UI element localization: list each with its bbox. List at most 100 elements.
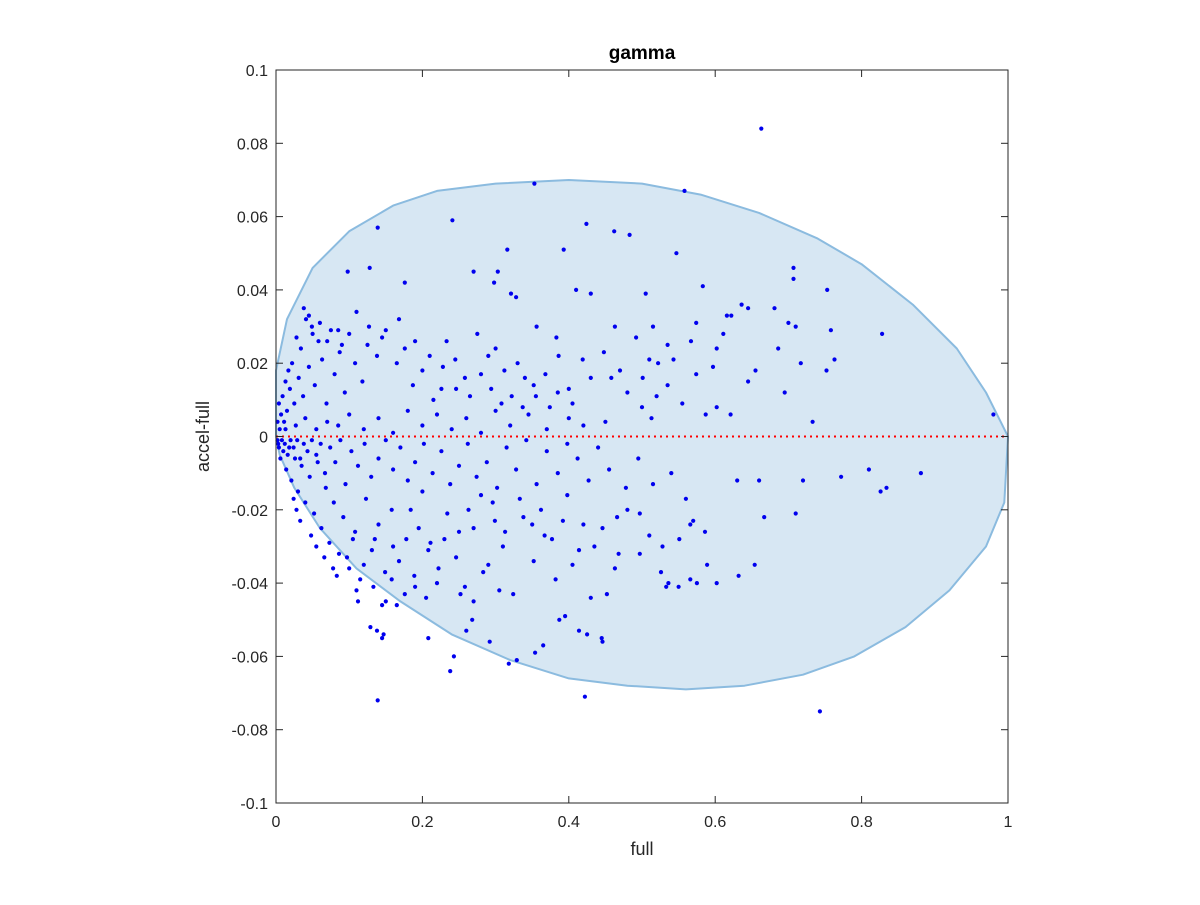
data-point (474, 474, 479, 479)
data-point (666, 581, 671, 586)
data-point (497, 588, 502, 593)
data-point (464, 628, 469, 633)
data-point (325, 419, 330, 424)
data-point (312, 511, 317, 516)
data-point (625, 390, 630, 395)
data-point (402, 346, 407, 351)
data-point (365, 342, 370, 347)
data-point (739, 302, 744, 307)
data-point (288, 438, 293, 443)
data-point (478, 430, 484, 435)
data-point (502, 368, 507, 373)
data-point (332, 372, 337, 377)
data-point (328, 445, 333, 450)
y-axis-label: accel-full (193, 401, 213, 472)
data-point (336, 551, 342, 556)
data-point (688, 577, 693, 582)
data-point (444, 339, 449, 344)
data-point (283, 379, 288, 384)
data-point (363, 496, 369, 501)
data-point (793, 324, 798, 329)
data-point (318, 441, 323, 446)
data-point (402, 592, 407, 597)
data-point (306, 364, 311, 369)
data-point (604, 592, 610, 597)
data-point (465, 441, 470, 446)
data-point (295, 489, 301, 494)
y-tick-label: -0.06 (232, 649, 269, 666)
data-point (492, 518, 497, 523)
data-point (369, 474, 374, 479)
data-point (810, 419, 815, 424)
data-point (383, 570, 388, 575)
data-point (402, 280, 407, 285)
data-point (514, 467, 519, 472)
data-point (475, 331, 480, 336)
data-point (374, 353, 380, 358)
data-point (299, 463, 304, 468)
data-point (440, 364, 445, 369)
chart-title: gamma (609, 43, 676, 64)
data-point (665, 383, 670, 388)
data-point (301, 394, 306, 399)
y-tick-label: 0.04 (237, 283, 268, 300)
data-point (506, 661, 511, 666)
data-point (466, 507, 471, 512)
data-point (434, 412, 440, 417)
data-point (325, 339, 330, 344)
data-point (616, 551, 621, 556)
data-point (581, 423, 586, 428)
data-point (617, 368, 623, 373)
data-point (601, 350, 607, 355)
data-point (729, 313, 734, 318)
data-point (575, 456, 580, 461)
data-point (282, 441, 287, 446)
data-point (322, 555, 327, 560)
data-point (338, 438, 343, 443)
data-point (380, 603, 385, 608)
data-point (499, 401, 504, 406)
data-point (880, 331, 885, 336)
data-point (991, 412, 996, 417)
data-point (700, 284, 705, 289)
data-point (349, 449, 354, 454)
data-point (456, 463, 462, 468)
data-point (714, 405, 719, 410)
data-point (309, 438, 314, 443)
data-point (420, 423, 425, 428)
data-point (710, 364, 716, 369)
data-point (555, 471, 560, 476)
data-point (389, 577, 394, 582)
data-point (636, 456, 641, 461)
data-point (298, 518, 303, 523)
data-point (489, 386, 494, 391)
data-point (347, 566, 352, 571)
data-point (694, 581, 700, 586)
data-point (625, 507, 630, 512)
data-point (383, 438, 388, 443)
data-point (391, 544, 396, 549)
data-point (511, 592, 516, 597)
data-point (554, 335, 559, 340)
data-point (416, 526, 421, 531)
data-point (303, 317, 309, 322)
data-point (493, 346, 498, 351)
data-point (309, 324, 314, 329)
data-point (643, 291, 648, 296)
data-point (361, 562, 366, 567)
data-point (314, 427, 319, 432)
data-point (505, 247, 510, 252)
data-point (296, 375, 301, 380)
data-point (639, 405, 645, 410)
x-axis-ticks: 0 0.2 0.4 0.6 0.8 1 (272, 70, 1013, 831)
data-point (367, 265, 372, 270)
data-point (283, 427, 288, 432)
data-point (825, 287, 830, 292)
data-point (291, 445, 296, 450)
data-point (279, 412, 284, 417)
data-point (671, 357, 676, 362)
data-point (324, 401, 329, 406)
data-point (660, 544, 665, 549)
data-point (759, 126, 764, 131)
data-point (309, 533, 314, 538)
